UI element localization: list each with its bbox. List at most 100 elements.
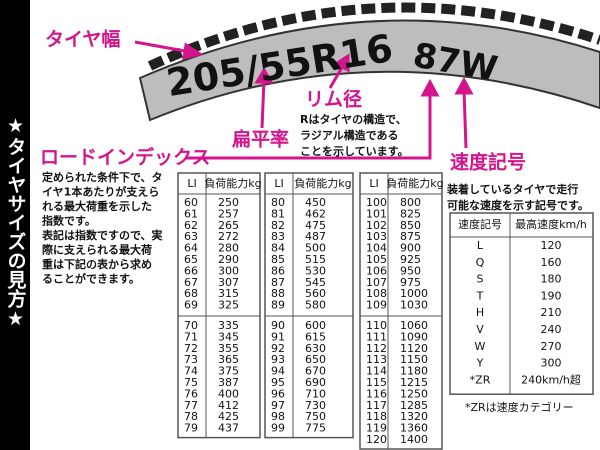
load-note: 表記は指数ですので、実 [41, 228, 163, 242]
table-header: 速度記号 [458, 217, 502, 231]
load-index: 68 [184, 287, 198, 300]
load-index: 80 [271, 196, 285, 209]
load-capacity: 515 [305, 253, 326, 266]
label-aspect: 扁平率 [232, 128, 289, 151]
label-load-index: ロードインデックス [40, 146, 210, 169]
load-index: 114 [366, 365, 387, 378]
speed-max: 270 [541, 340, 562, 353]
load-index: 61 [184, 207, 198, 220]
load-capacity: 925 [400, 253, 421, 266]
load-note: ることができます。 [42, 272, 140, 286]
load-capacity: 290 [218, 253, 239, 266]
speed-symbol: Y [476, 357, 484, 370]
load-index: 103 [366, 230, 387, 243]
load-capacity: 387 [218, 376, 239, 389]
load-capacity: 500 [305, 242, 326, 255]
load-capacity: 1180 [400, 365, 428, 378]
speed-table-box [449, 212, 594, 395]
load-index: 69 [184, 299, 198, 312]
load-index: 107 [366, 276, 387, 289]
load-capacity: 462 [305, 207, 326, 220]
load-index: 84 [271, 242, 285, 255]
arrows [134, 40, 474, 160]
load-capacity: 560 [305, 287, 326, 300]
load-capacity: 487 [305, 230, 326, 243]
load-index: 101 [366, 207, 387, 220]
tire-band [138, 19, 600, 122]
load-capacity: 1285 [400, 399, 428, 412]
load-index: 89 [271, 299, 285, 312]
load-table-box [264, 172, 354, 439]
load-index: 111 [366, 330, 387, 343]
load-capacity: 825 [400, 207, 421, 220]
load-capacity: 630 [305, 342, 326, 355]
load-capacity: 307 [218, 276, 239, 289]
load-capacity: 375 [218, 365, 239, 378]
table-header: 最高速度km/h [515, 217, 587, 231]
table-header: 負荷能力kg [294, 176, 351, 190]
load-note: イヤ1本あたりが支えら [42, 185, 159, 199]
speed-max: 190 [541, 289, 562, 302]
load-capacity: 400 [218, 387, 239, 400]
load-capacity: 355 [218, 342, 239, 355]
load-index: 88 [271, 287, 285, 300]
load-capacity: 1215 [400, 376, 428, 389]
load-capacity: 670 [305, 365, 326, 378]
load-capacity: 750 [305, 410, 326, 423]
table-header: 負荷能力kg [386, 176, 443, 190]
load-index: 92 [271, 342, 285, 355]
load-capacity: 545 [305, 276, 326, 289]
load-index: 106 [366, 264, 387, 277]
load-capacity: 650 [305, 353, 326, 366]
load-index: 110 [366, 319, 387, 332]
speed-symbol: L [477, 239, 484, 252]
load-index: 104 [366, 242, 387, 255]
speed-symbol: Q [476, 256, 485, 269]
load-capacity: 580 [305, 299, 326, 312]
load-index: 109 [366, 299, 387, 312]
load-note: 重は下記の表から求め [42, 257, 152, 271]
load-index: 74 [184, 365, 198, 378]
load-index: 94 [271, 365, 285, 378]
load-index: 115 [366, 376, 387, 389]
load-capacity: 450 [305, 196, 326, 209]
load-index: 86 [271, 264, 285, 277]
load-index: 99 [271, 422, 285, 435]
load-index: 112 [366, 342, 387, 355]
load-capacity: 875 [400, 230, 421, 243]
load-capacity: 1360 [400, 422, 428, 435]
load-capacity: 1400 [400, 433, 428, 446]
speed-footnote: *ZRは速度カテゴリー [465, 400, 574, 414]
speed-symbol: S [477, 273, 484, 286]
load-index: 83 [271, 230, 285, 243]
load-index: 87 [271, 276, 285, 289]
speed-symbol: T [476, 289, 484, 302]
load-index: 119 [366, 422, 387, 435]
speed-max: 240km/h超 [521, 372, 581, 386]
load-capacity: 600 [305, 319, 326, 332]
load-capacity: 475 [305, 219, 326, 232]
load-index: 96 [271, 387, 285, 400]
load-note: れる最大荷重を示した [42, 199, 152, 213]
speed-symbol: W [475, 340, 486, 353]
load-index: 70 [184, 319, 198, 332]
speed-max: 180 [541, 273, 562, 286]
load-capacity: 335 [218, 319, 239, 332]
rim-note: ラジアル構造である [300, 128, 399, 142]
load-index: 120 [366, 433, 387, 446]
load-note: 定められた条件下で、タ [42, 170, 163, 184]
load-index: 62 [184, 219, 198, 232]
load-index: 77 [184, 399, 198, 412]
load-index: 76 [184, 387, 198, 400]
load-capacity: 975 [400, 276, 421, 289]
load-capacity: 315 [218, 287, 239, 300]
load-capacity: 325 [218, 299, 239, 312]
load-capacity: 800 [400, 196, 421, 209]
tire-tread [147, 2, 600, 71]
load-index: 82 [271, 219, 285, 232]
load-index: 116 [366, 387, 387, 400]
load-note: 指数です。 [42, 214, 96, 228]
load-index: 71 [184, 330, 198, 343]
sidebar-bg [0, 0, 30, 450]
load-index: 113 [366, 353, 387, 366]
